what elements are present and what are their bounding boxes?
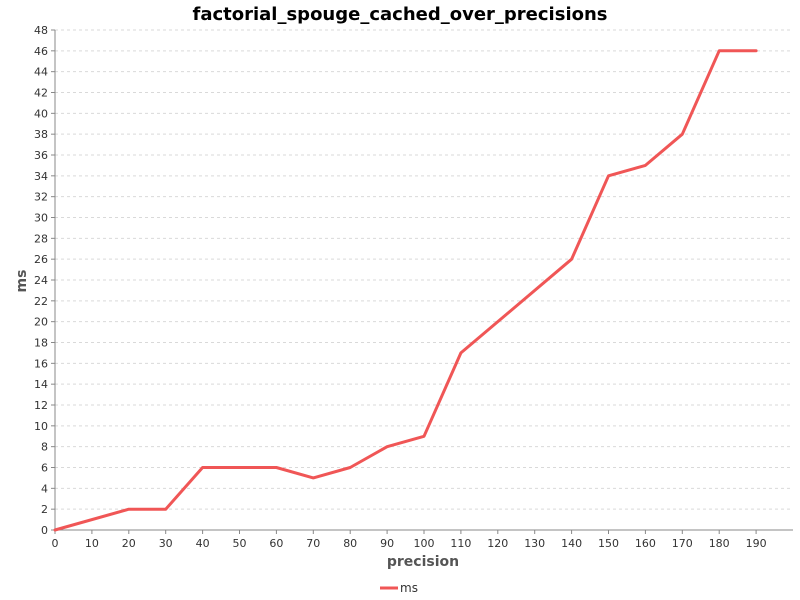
- y-tick-label: 40: [34, 107, 48, 120]
- x-tick-label: 190: [746, 537, 767, 550]
- x-tick-label: 140: [561, 537, 582, 550]
- y-tick-label: 18: [34, 337, 48, 350]
- x-tick-label: 90: [380, 537, 394, 550]
- chart-title: factorial_spouge_cached_over_precisions: [192, 4, 607, 25]
- legend-label: ms: [400, 581, 418, 595]
- y-tick-label: 2: [41, 503, 48, 516]
- legend: ms: [380, 581, 418, 595]
- x-axis-label: precision: [387, 554, 459, 570]
- y-tick-label: 4: [41, 482, 48, 495]
- x-tick-label: 20: [122, 537, 136, 550]
- x-tick-label: 150: [598, 537, 619, 550]
- grid-lines: [55, 29, 793, 510]
- y-tick-label: 6: [41, 462, 48, 475]
- y-tick-label: 10: [34, 420, 48, 433]
- y-tick-label: 44: [34, 66, 48, 79]
- y-tick-label: 24: [34, 274, 48, 287]
- y-tick-label: 36: [34, 149, 48, 162]
- y-axis-label: ms: [14, 270, 30, 293]
- x-tick-label: 110: [450, 537, 471, 550]
- x-tick-label: 10: [85, 537, 99, 550]
- y-tick-label: 38: [34, 128, 48, 141]
- y-axis-ticks: 0246810121416182022242628303234363840424…: [34, 24, 55, 537]
- x-tick-label: 170: [672, 537, 693, 550]
- x-axis-ticks: 0 10 20 30 40 50 60 70 80 90 100 110 120 130 140 150 160…: [52, 530, 767, 550]
- x-tick-label: 50: [233, 537, 247, 550]
- x-tick-label: 70: [306, 537, 320, 550]
- y-tick-label: 16: [34, 357, 48, 370]
- y-tick-label: 14: [34, 378, 48, 391]
- y-tick-label: 20: [34, 316, 48, 329]
- x-tick-label: 180: [709, 537, 730, 550]
- x-tick-label: 30: [159, 537, 173, 550]
- y-tick-label: 12: [34, 399, 48, 412]
- x-tick-label: 120: [487, 537, 508, 550]
- y-tick-label: 8: [41, 441, 48, 454]
- y-tick-label: 42: [34, 87, 48, 100]
- y-tick-label: 30: [34, 212, 48, 225]
- y-tick-label: 48: [34, 24, 48, 37]
- y-tick-label: 32: [34, 191, 48, 204]
- y-tick-label: 28: [34, 232, 48, 245]
- series-lines: [53, 49, 758, 532]
- y-tick-label: 46: [34, 45, 48, 58]
- x-tick-label: 0: [52, 537, 59, 550]
- y-tick-label: 22: [34, 295, 48, 308]
- x-tick-label: 100: [414, 537, 435, 550]
- y-tick-label: 34: [34, 170, 48, 183]
- x-tick-label: 130: [524, 537, 545, 550]
- x-tick-label: 60: [269, 537, 283, 550]
- y-tick-label: 26: [34, 253, 48, 266]
- y-tick-label: 0: [41, 524, 48, 537]
- series-line-ms: [53, 49, 758, 532]
- x-tick-label: 40: [196, 537, 210, 550]
- x-tick-label: 160: [635, 537, 656, 550]
- x-tick-label: 80: [343, 537, 357, 550]
